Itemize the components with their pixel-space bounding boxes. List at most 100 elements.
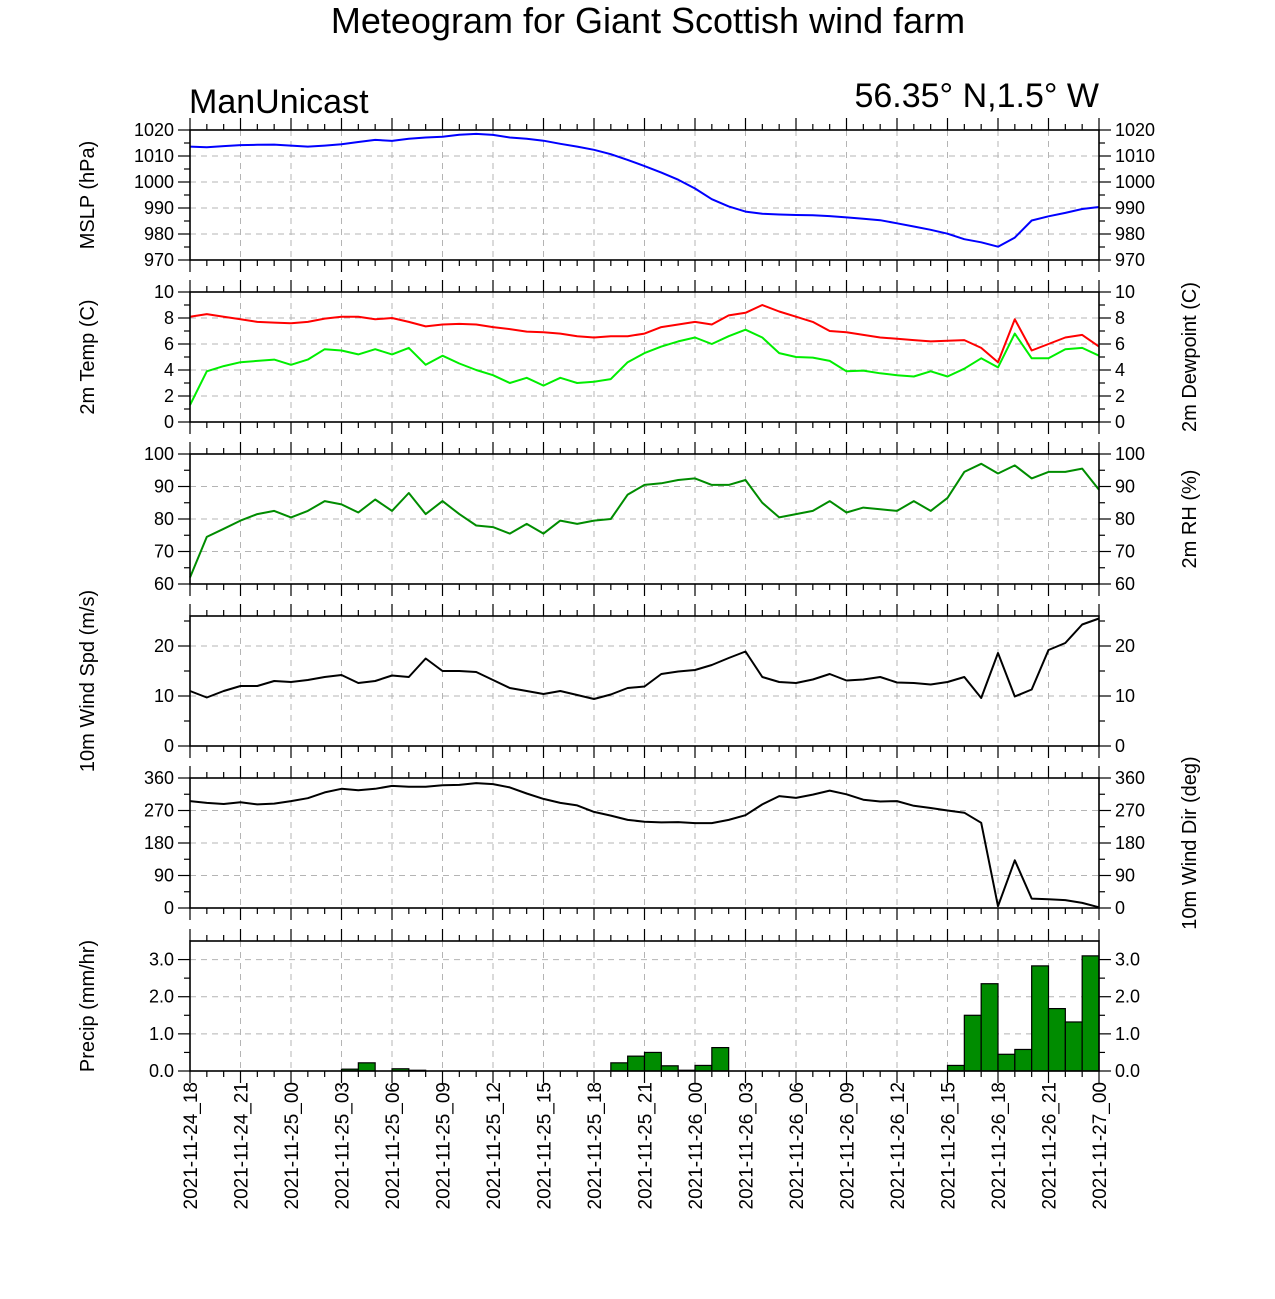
y-tick-label-right: 60 bbox=[1115, 574, 1135, 594]
panel-1: 970 970 980 980 990 990 1000 1000 1010 1010 1020 10… bbox=[77, 118, 1155, 272]
panel-5: 0 0 90 90 180 180 270 270 360 360 10m Wind Dir (de… bbox=[144, 756, 1201, 929]
y-tick-label-left: 1.0 bbox=[149, 1024, 174, 1044]
x-axis: 2021-11-24_18 2021-11-24_21 2021-11-25_00 2… bbox=[181, 1082, 1111, 1209]
y-tick-label-right: 6 bbox=[1115, 334, 1125, 354]
y-tick-label-left: 4 bbox=[164, 360, 174, 380]
chart-title: Meteogram for Giant Scottish wind farm bbox=[331, 0, 965, 41]
precip-bar bbox=[627, 1055, 646, 1072]
y-tick-label-left: 1010 bbox=[134, 146, 174, 166]
time-label: 2021-11-26_09 bbox=[838, 1082, 859, 1209]
series-line-1 bbox=[189, 617, 1100, 700]
y-tick-label-right: 80 bbox=[1115, 509, 1135, 529]
precip-bar bbox=[1014, 1048, 1033, 1072]
y-tick-label-right: 4 bbox=[1115, 360, 1125, 380]
time-label: 2021-11-26_15 bbox=[939, 1082, 960, 1209]
y-tick-label-left: 980 bbox=[144, 224, 174, 244]
y-tick-label-right: 2 bbox=[1115, 386, 1125, 406]
precip-bar bbox=[643, 1051, 662, 1072]
series-line-2 bbox=[189, 328, 1100, 406]
series-line-1 bbox=[189, 782, 1100, 909]
precip-bar bbox=[1031, 965, 1050, 1072]
y-tick-label-right: 0 bbox=[1115, 736, 1125, 756]
y-tick-label-right: 90 bbox=[1115, 866, 1135, 886]
time-label: 2021-11-26_12 bbox=[888, 1082, 909, 1209]
precip-bar bbox=[997, 1053, 1016, 1072]
y-tick-label-right: 2.0 bbox=[1115, 987, 1140, 1007]
y-tick-label-left: 990 bbox=[144, 198, 174, 218]
time-label: 2021-11-25_00 bbox=[282, 1082, 303, 1209]
time-label: 2021-11-26_06 bbox=[787, 1082, 808, 1209]
y-tick-label-left: 0.0 bbox=[149, 1061, 174, 1081]
y-tick-label-right: 10 bbox=[1115, 282, 1135, 302]
time-label: 2021-11-25_03 bbox=[333, 1082, 354, 1209]
panel-3: 60 60 70 70 80 80 90 90 100 100 2m RH (%) bbox=[144, 442, 1201, 596]
panel-4: 0 0 10 10 20 20 10m Wind Spd (m/s) bbox=[77, 590, 1135, 772]
y-tick-label-left: 0 bbox=[164, 412, 174, 432]
y-tick-label-left: 6 bbox=[164, 334, 174, 354]
y-tick-label-right: 1.0 bbox=[1115, 1024, 1140, 1044]
y-tick-label-left: 360 bbox=[144, 768, 174, 788]
y-tick-label-right: 360 bbox=[1115, 768, 1145, 788]
precip-bar bbox=[946, 1064, 965, 1072]
panel-6: 0.0 0.0 1.0 1.0 2.0 2.0 3.0 3.0 Precip (mm/hr) bbox=[77, 929, 1140, 1083]
y-tick-label-right: 20 bbox=[1115, 636, 1135, 656]
time-label: 2021-11-25_21 bbox=[636, 1082, 657, 1209]
precip-bar bbox=[1047, 1007, 1066, 1072]
y-tick-label-left: 270 bbox=[144, 801, 174, 821]
y-tick-label-left: 2.0 bbox=[149, 987, 174, 1007]
y-tick-label-right: 180 bbox=[1115, 833, 1145, 853]
y-tick-label-right: 70 bbox=[1115, 542, 1135, 562]
y-tick-label-right: 1010 bbox=[1115, 146, 1155, 166]
y-tick-label-left: 0 bbox=[164, 736, 174, 756]
y-tick-label-right: 990 bbox=[1115, 198, 1145, 218]
y-tick-label-left: 20 bbox=[154, 636, 174, 656]
time-label: 2021-11-25_15 bbox=[535, 1082, 556, 1209]
y-tick-label-left: 2 bbox=[164, 386, 174, 406]
y-tick-label-right: 270 bbox=[1115, 801, 1145, 821]
y-tick-label-left: 90 bbox=[154, 866, 174, 886]
y-tick-label-right: 8 bbox=[1115, 308, 1125, 328]
time-label: 2021-11-26_18 bbox=[989, 1082, 1010, 1209]
y-tick-label-left: 70 bbox=[154, 542, 174, 562]
y-tick-label-right: 90 bbox=[1115, 477, 1135, 497]
precip-bar bbox=[357, 1062, 376, 1072]
time-label: 2021-11-26_03 bbox=[737, 1082, 758, 1209]
time-label: 2021-11-25_09 bbox=[434, 1082, 455, 1209]
time-label: 2021-11-26_21 bbox=[1040, 1082, 1061, 1209]
y-axis-title-left: 2m Temp (C) bbox=[77, 299, 99, 414]
y-tick-label-left: 80 bbox=[154, 509, 174, 529]
precip-bar bbox=[1064, 1021, 1083, 1072]
precip-bar bbox=[610, 1062, 629, 1072]
y-axis-title-left: 10m Wind Spd (m/s) bbox=[77, 590, 99, 772]
time-label: 2021-11-24_18 bbox=[181, 1082, 202, 1209]
series-line-1 bbox=[189, 132, 1100, 248]
y-tick-label-right: 980 bbox=[1115, 224, 1145, 244]
y-axis-title-right: 10m Wind Dir (deg) bbox=[1179, 756, 1201, 929]
time-label: 2021-11-25_06 bbox=[383, 1082, 404, 1209]
y-tick-label-right: 1000 bbox=[1115, 172, 1155, 192]
y-axis-title-right: 2m RH (%) bbox=[1179, 470, 1201, 569]
y-tick-label-left: 0 bbox=[164, 898, 174, 918]
y-tick-label-right: 100 bbox=[1115, 444, 1145, 464]
y-tick-label-left: 180 bbox=[144, 833, 174, 853]
y-tick-label-left: 60 bbox=[154, 574, 174, 594]
y-tick-label-right: 0 bbox=[1115, 412, 1125, 432]
precip-bar bbox=[980, 983, 999, 1072]
y-tick-label-left: 10 bbox=[154, 686, 174, 706]
time-label: 2021-11-27_00 bbox=[1090, 1082, 1111, 1209]
y-tick-label-left: 90 bbox=[154, 477, 174, 497]
time-label: 2021-11-25_12 bbox=[484, 1082, 505, 1209]
precip-bar bbox=[1081, 955, 1100, 1072]
y-tick-label-right: 0 bbox=[1115, 898, 1125, 918]
precip-bar bbox=[694, 1064, 713, 1072]
y-axis-title-left: Precip (mm/hr) bbox=[77, 940, 99, 1072]
y-tick-label-left: 1000 bbox=[134, 172, 174, 192]
location-label: 56.35° N,1.5° W bbox=[854, 77, 1099, 115]
series-line-1 bbox=[189, 304, 1100, 364]
precip-bar bbox=[711, 1046, 730, 1072]
time-label: 2021-11-25_18 bbox=[585, 1082, 606, 1209]
model-name: ManUnicast bbox=[189, 83, 369, 121]
time-label: 2021-11-26_00 bbox=[686, 1082, 707, 1209]
